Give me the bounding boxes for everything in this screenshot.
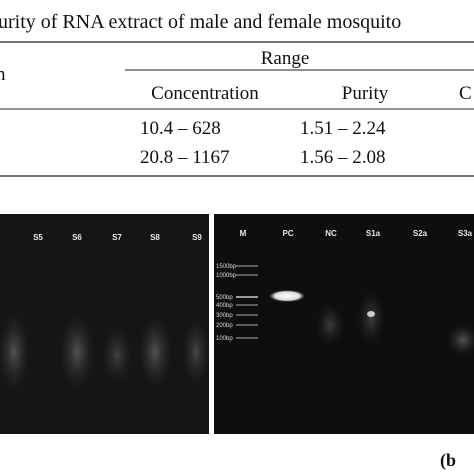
lane-label: S3a	[458, 229, 473, 238]
cell: 10.4 – 628	[140, 118, 221, 139]
cell: 1.51 – 2.24	[300, 118, 386, 139]
lane-label: S7	[112, 233, 122, 242]
lane-label: S6	[72, 233, 82, 242]
ladder-label: 1000bp	[216, 273, 237, 279]
lane-label: M	[240, 229, 247, 238]
lane-label: S2a	[413, 229, 428, 238]
gel-left-smears	[0, 312, 210, 392]
lane-label: PC	[282, 229, 293, 238]
lane-label: S1a	[366, 229, 381, 238]
ladder-label: 400bp	[216, 303, 233, 309]
ladder-label: 100bp	[216, 336, 233, 342]
lane-label: S9	[192, 233, 202, 242]
header-cell: Range	[261, 48, 310, 69]
lane-label: S8	[150, 233, 160, 242]
subheader-cell: Purity	[342, 83, 389, 104]
ladder-label: 200bp	[216, 323, 233, 329]
cell: 1.56 – 2.08	[300, 147, 386, 168]
lane-label: S5	[33, 233, 43, 242]
gel-left	[0, 214, 209, 434]
subheader-cell: Concentration	[151, 83, 259, 104]
panel-label: (b	[440, 450, 456, 471]
ladder-label: 500bp	[216, 295, 233, 301]
gel-right-bands	[236, 265, 474, 356]
gel-right	[214, 214, 474, 434]
cell: 20.8 – 1167	[140, 147, 230, 168]
ladder-label: 300bp	[216, 313, 233, 319]
ladder-label: 1500bp	[216, 264, 237, 270]
header-cell: n	[0, 64, 6, 85]
subheader-cell: C	[459, 83, 472, 104]
lane-label: NC	[325, 229, 337, 238]
caption: urity of RNA extract of male and female …	[0, 11, 401, 33]
